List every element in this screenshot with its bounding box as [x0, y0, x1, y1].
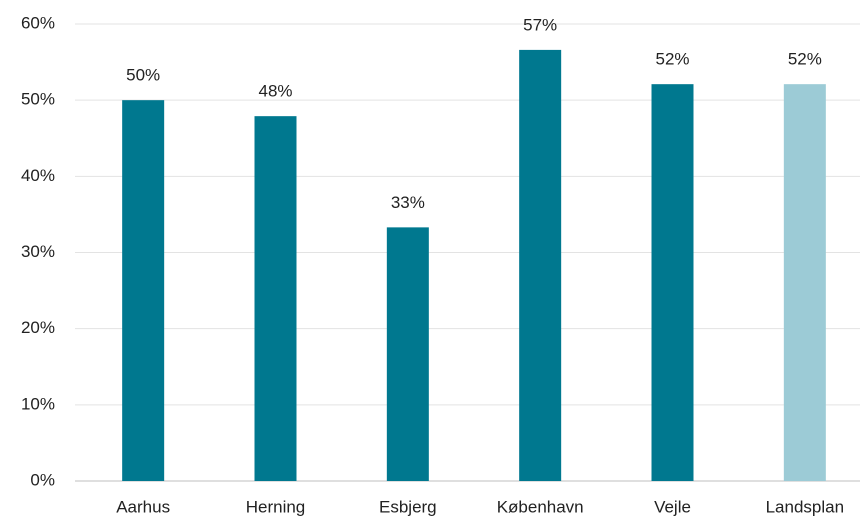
- bar: [254, 116, 297, 481]
- value-label: 48%: [258, 82, 292, 101]
- y-tick-label: 60%: [21, 13, 55, 32]
- y-tick-label: 50%: [21, 90, 55, 109]
- value-label: 52%: [655, 50, 689, 69]
- y-tick-label: 30%: [21, 242, 55, 261]
- y-tick-label: 0%: [30, 470, 55, 489]
- x-tick-label: Herning: [246, 497, 306, 516]
- x-tick-label: Vejle: [654, 497, 691, 516]
- bar: [651, 84, 694, 482]
- value-label: 57%: [523, 15, 557, 34]
- x-tick-label: København: [497, 497, 584, 516]
- y-tick-label: 40%: [21, 166, 55, 185]
- bar: [122, 100, 165, 482]
- value-label: 50%: [126, 66, 160, 85]
- bar: [519, 49, 562, 481]
- x-tick-label: Aarhus: [116, 497, 170, 516]
- bar: [783, 84, 826, 482]
- y-tick-label: 20%: [21, 318, 55, 337]
- value-label: 52%: [788, 50, 822, 69]
- value-label: 33%: [391, 193, 425, 212]
- x-tick-label: Landsplan: [766, 497, 844, 516]
- x-tick-label: Esbjerg: [379, 497, 437, 516]
- bar: [386, 227, 429, 481]
- y-tick-label: 10%: [21, 394, 55, 413]
